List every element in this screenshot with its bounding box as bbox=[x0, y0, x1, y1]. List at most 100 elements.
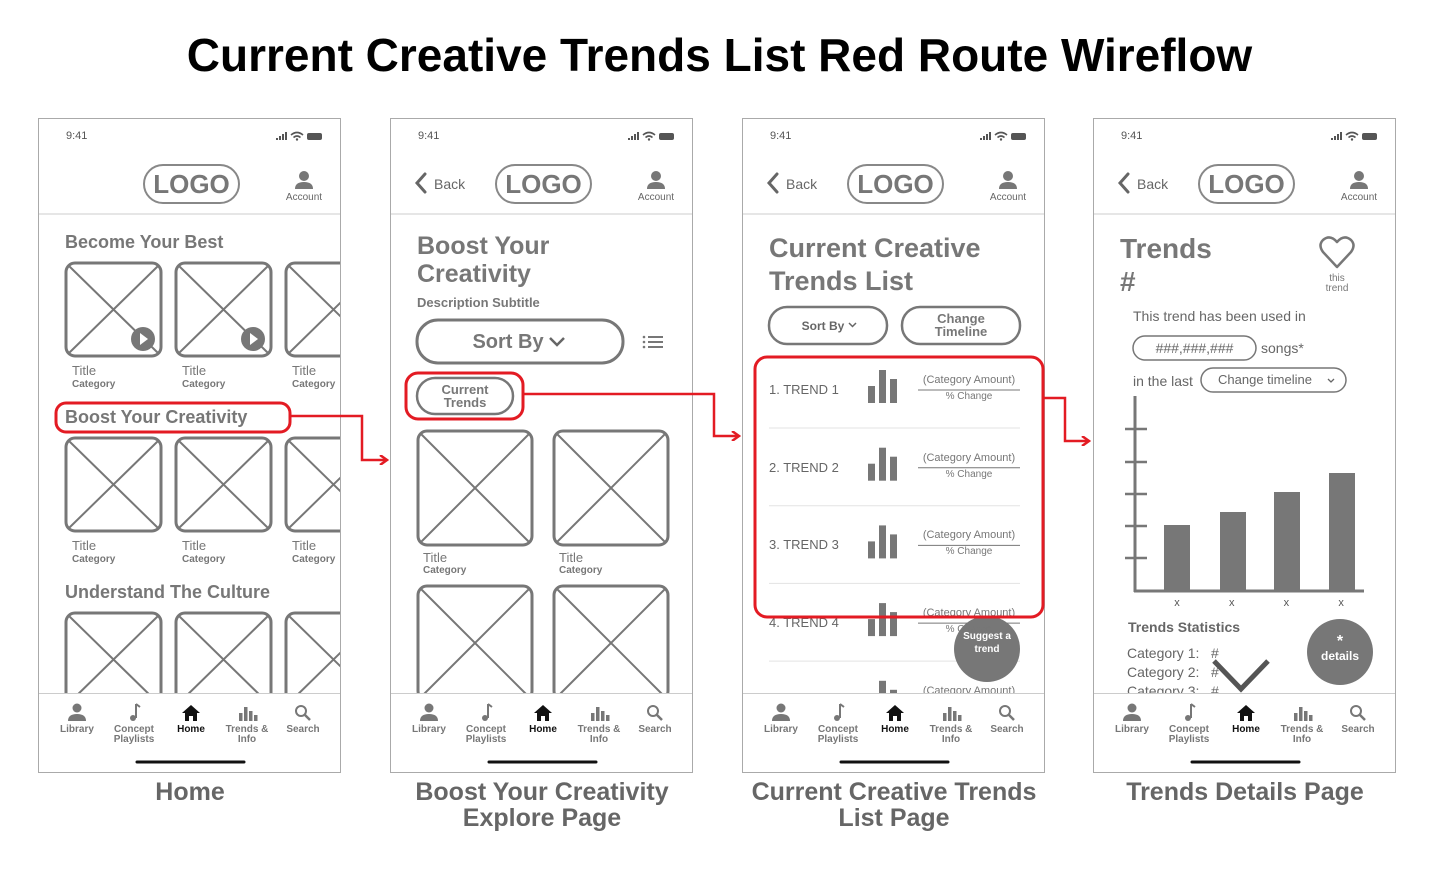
music-icon bbox=[487, 703, 493, 718]
library-icon bbox=[424, 703, 434, 713]
nav-item[interactable]: Search bbox=[990, 724, 1024, 735]
card-title[interactable]: Title bbox=[182, 363, 207, 378]
logo: LOGO bbox=[153, 169, 230, 199]
nav-item[interactable]: Library bbox=[1115, 724, 1149, 735]
sort-button bbox=[767, 305, 889, 346]
battery-icon bbox=[1011, 133, 1026, 140]
trend-name[interactable]: 1. TREND 1 bbox=[769, 382, 839, 397]
library-icon bbox=[776, 703, 786, 713]
card-title[interactable]: Title bbox=[72, 363, 97, 378]
account-button[interactable]: Account bbox=[285, 192, 323, 203]
signal-icon bbox=[634, 134, 636, 140]
signal-icon bbox=[282, 134, 284, 140]
search-icon bbox=[1008, 714, 1015, 721]
nav-item[interactable]: Concept Playlists bbox=[817, 724, 859, 745]
back-button[interactable]: Back bbox=[1137, 176, 1169, 192]
sort-button[interactable]: Sort By bbox=[472, 331, 544, 353]
card-title[interactable]: Title bbox=[292, 538, 317, 553]
account-icon bbox=[999, 182, 1017, 189]
timeline-button bbox=[900, 305, 1022, 346]
library-icon bbox=[68, 714, 86, 721]
trends-icon bbox=[1294, 713, 1298, 721]
card-title[interactable]: Title bbox=[182, 538, 207, 553]
search-icon bbox=[1359, 714, 1366, 721]
card-category: Category bbox=[72, 379, 116, 390]
nav-item[interactable]: Search bbox=[1341, 724, 1375, 735]
music-icon bbox=[834, 715, 840, 721]
placeholder-cross bbox=[556, 433, 666, 543]
back-button[interactable]: Back bbox=[786, 176, 818, 192]
account-icon bbox=[1354, 171, 1364, 181]
trends-icon bbox=[249, 711, 253, 721]
trends-icon bbox=[943, 713, 947, 721]
trend-name[interactable]: 2. TREND 2 bbox=[769, 459, 839, 475]
account-button[interactable]: Account bbox=[989, 192, 1027, 203]
home-icon bbox=[886, 705, 904, 721]
nav-item[interactable]: Library bbox=[764, 724, 798, 735]
screen-caption: Home bbox=[155, 778, 225, 806]
screen-graphics bbox=[391, 131, 692, 702]
nav-item[interactable]: Library bbox=[412, 724, 446, 735]
nav-item[interactable]: Trends & Info bbox=[1280, 724, 1324, 745]
library-icon bbox=[72, 703, 82, 713]
details-button[interactable]: details bbox=[1320, 649, 1359, 663]
logo: LOGO bbox=[857, 169, 934, 199]
trends-icon bbox=[1309, 715, 1313, 721]
favorite-button[interactable]: this trend bbox=[1325, 273, 1349, 294]
nav-item[interactable]: Trends & Info bbox=[929, 724, 973, 745]
trend-name[interactable]: 3. TREND 3 bbox=[769, 537, 839, 553]
search-icon bbox=[304, 714, 311, 721]
card-title[interactable]: Title bbox=[292, 363, 317, 378]
card-title[interactable]: Title bbox=[423, 550, 448, 565]
nav-item[interactable]: Search bbox=[638, 724, 672, 735]
percent-change: % Change bbox=[945, 468, 993, 480]
nav-item[interactable]: Concept Playlists bbox=[465, 724, 507, 745]
card-category: Category bbox=[72, 554, 116, 565]
sort-button[interactable]: Sort By bbox=[801, 319, 845, 333]
signal-icon bbox=[980, 138, 982, 140]
card-title[interactable]: Title bbox=[72, 538, 97, 553]
filter-chip[interactable]: Current Trends bbox=[441, 382, 489, 410]
phone-screen: 9:41 LOGO Account Become Your Best Title Cate… bbox=[38, 118, 341, 773]
nav-item[interactable]: Library bbox=[60, 724, 94, 735]
nav-item[interactable]: Home bbox=[529, 724, 557, 735]
details-icon: * bbox=[1336, 633, 1344, 650]
nav-item[interactable]: Concept Playlists bbox=[1168, 724, 1210, 745]
account-button[interactable]: Account bbox=[637, 192, 675, 203]
library-icon bbox=[1123, 714, 1141, 721]
account-button[interactable]: Account bbox=[1340, 192, 1378, 203]
card-category: Category bbox=[182, 554, 226, 565]
screen-caption: Trends Details Page bbox=[1126, 778, 1364, 806]
account-icon bbox=[1003, 171, 1013, 181]
status-time: 9:41 bbox=[770, 130, 792, 142]
nav-item[interactable]: Home bbox=[1232, 724, 1260, 735]
trends-icon bbox=[606, 715, 610, 721]
timeline-button[interactable]: Change Timeline bbox=[934, 311, 988, 339]
signal-icon bbox=[631, 136, 633, 140]
music-icon bbox=[482, 715, 488, 721]
card-title[interactable]: Title bbox=[559, 550, 584, 565]
x-label: x bbox=[1283, 597, 1290, 609]
scroll-chevron bbox=[1212, 659, 1270, 693]
nav-item[interactable]: Concept Playlists bbox=[113, 724, 155, 745]
list-icon bbox=[642, 345, 646, 349]
back-button[interactable]: Back bbox=[434, 176, 466, 192]
trends-icon bbox=[601, 711, 605, 721]
battery-icon bbox=[1362, 133, 1377, 140]
trend-name[interactable]: 4. TREND 4 bbox=[769, 615, 839, 631]
nav-item[interactable]: Trends & Info bbox=[225, 724, 269, 745]
logo-frame bbox=[847, 164, 944, 204]
signal-icon bbox=[1337, 134, 1339, 140]
back-icon bbox=[766, 172, 779, 194]
suggest-button[interactable]: Suggest a trend bbox=[963, 631, 1011, 655]
nav-item[interactable]: Search bbox=[286, 724, 320, 735]
timeline-button[interactable]: Change timeline bbox=[1218, 372, 1312, 387]
bar-icon bbox=[879, 603, 886, 637]
card-category: Category bbox=[182, 379, 226, 390]
wifi-icon bbox=[290, 131, 304, 139]
placeholder-cross bbox=[178, 615, 269, 704]
nav-item[interactable]: Trends & Info bbox=[577, 724, 621, 745]
nav-item[interactable]: Home bbox=[881, 724, 909, 735]
logo-frame bbox=[495, 164, 592, 204]
nav-item[interactable]: Home bbox=[177, 724, 205, 735]
